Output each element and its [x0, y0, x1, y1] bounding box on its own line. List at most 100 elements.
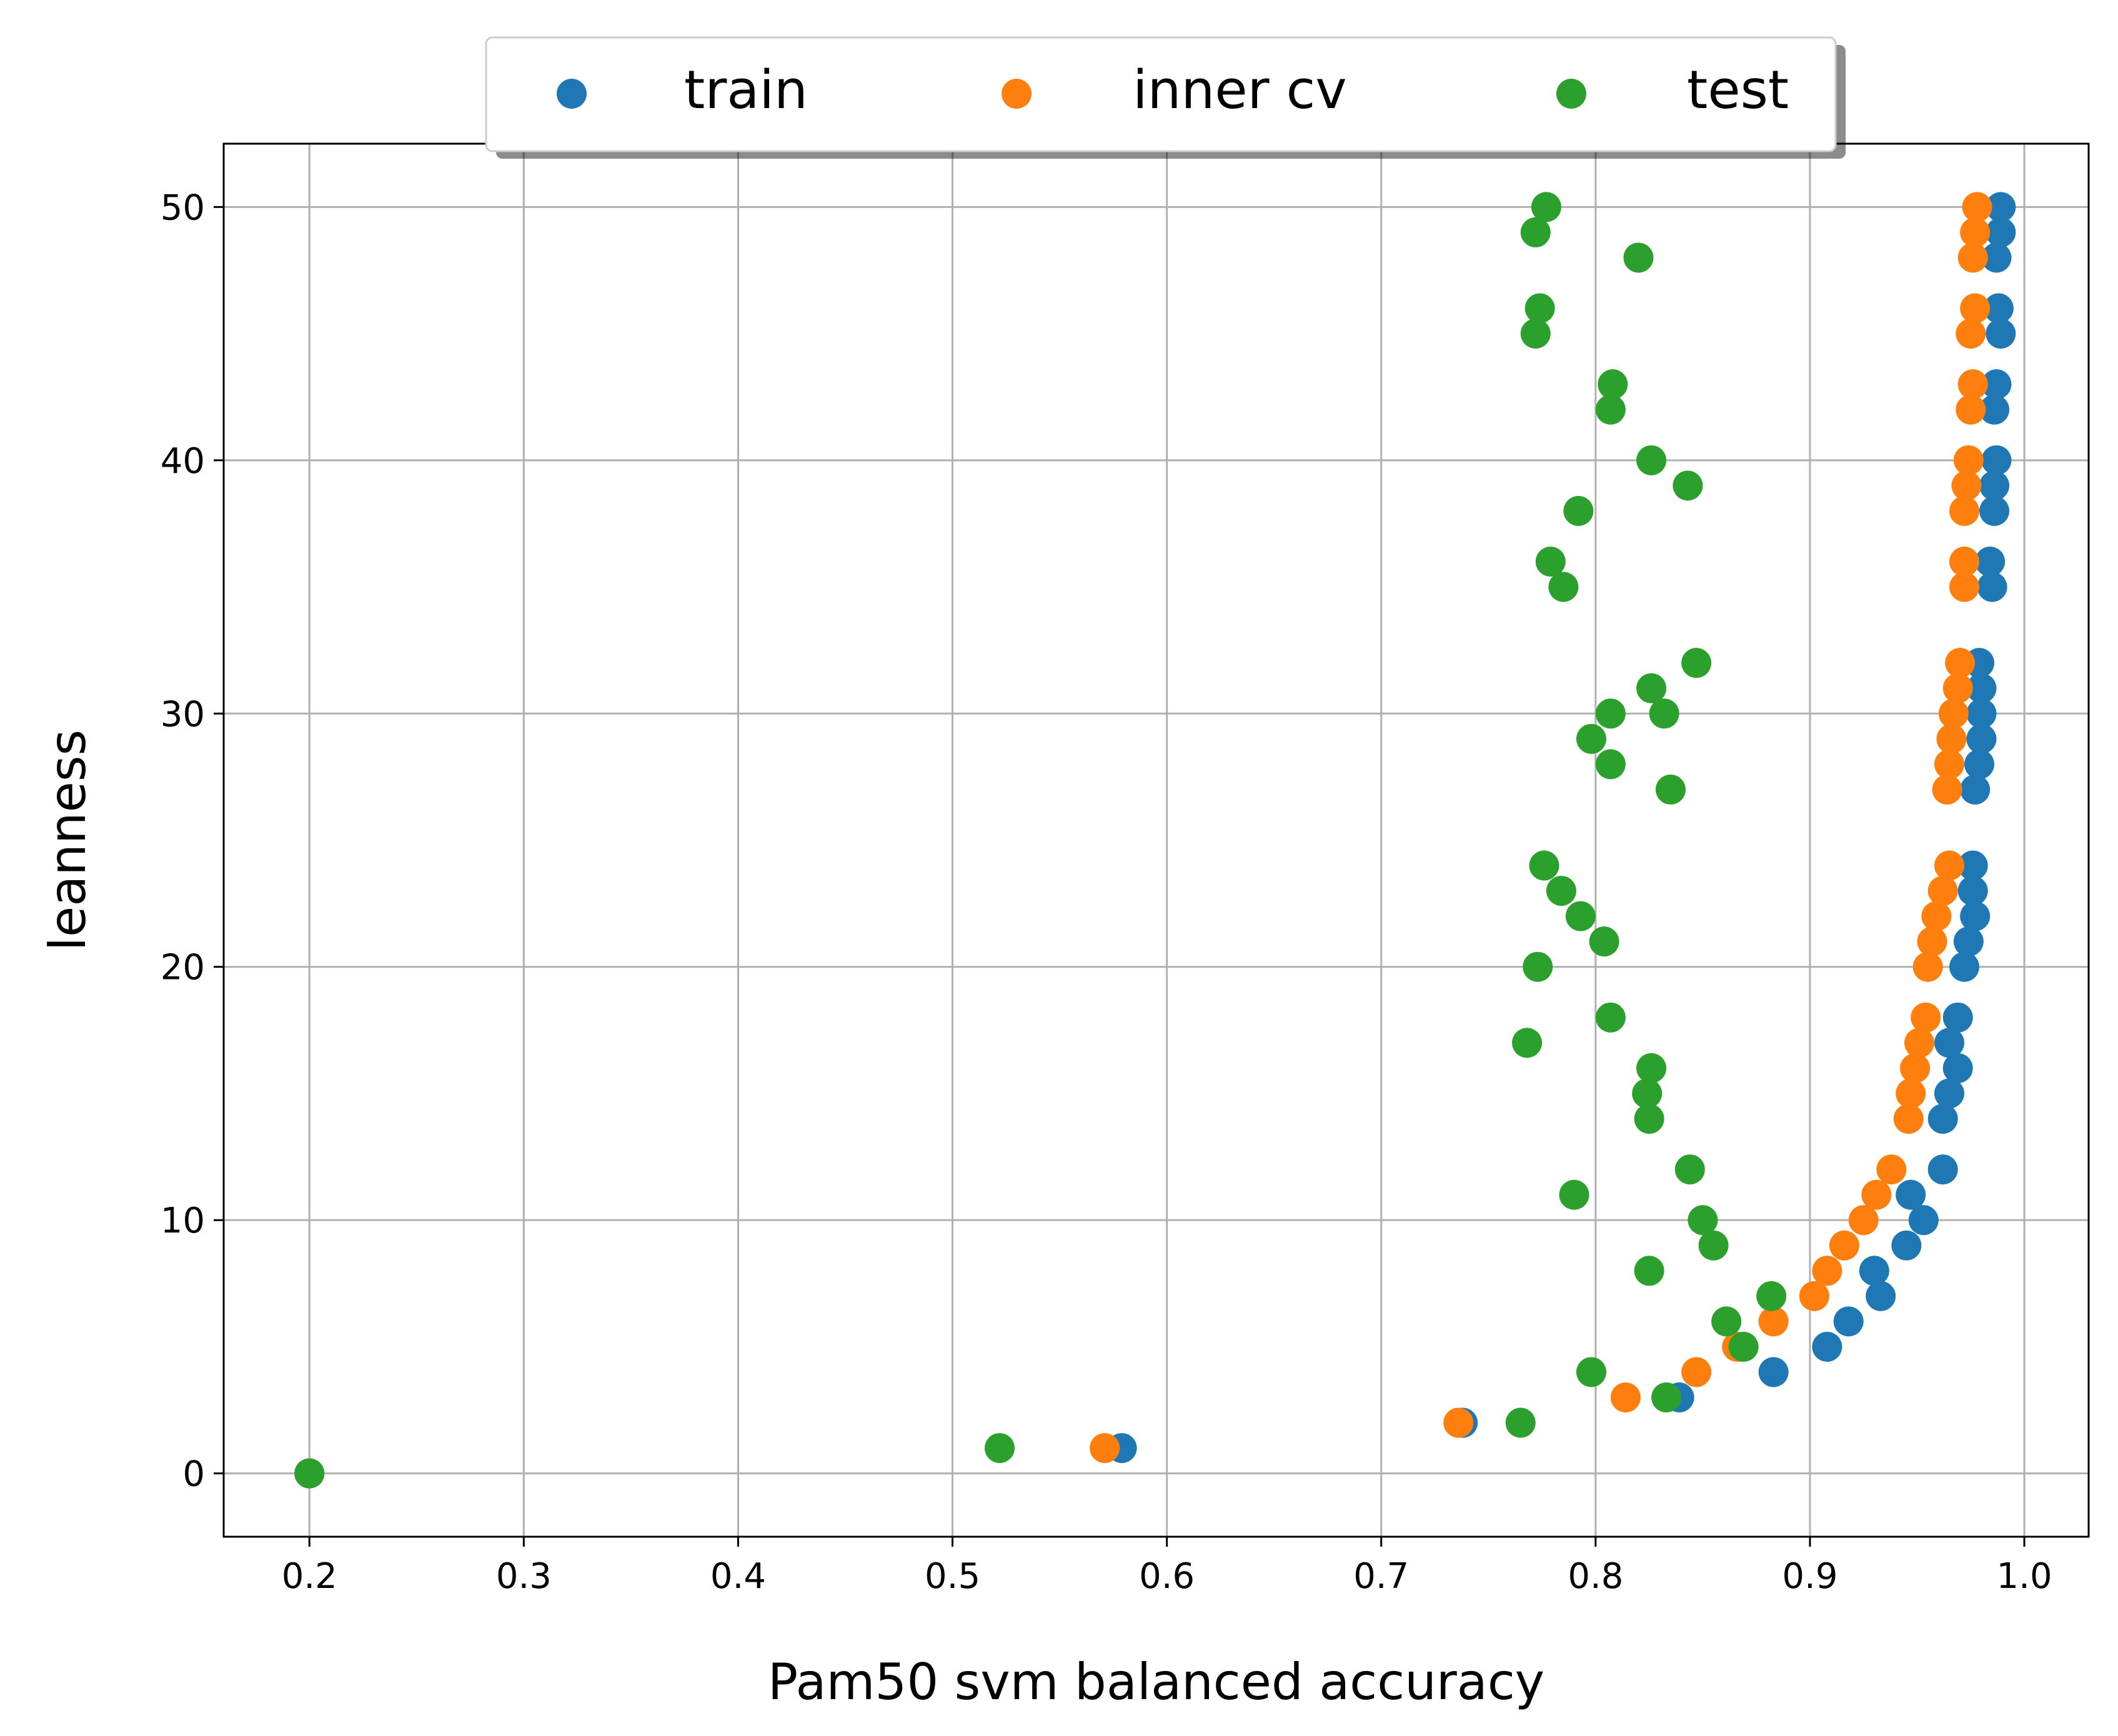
data-point [1589, 926, 1619, 957]
data-point [1934, 1028, 1964, 1058]
data-point [1623, 242, 1654, 273]
data-point [1090, 1433, 1120, 1464]
data-point [1900, 1053, 1931, 1083]
data-point [1964, 749, 1995, 780]
data-point [1979, 394, 2010, 425]
data-point [1698, 1230, 1729, 1261]
data-point [1595, 749, 1626, 780]
data-point [1861, 1179, 1892, 1210]
data-point [1728, 1331, 1759, 1362]
data-point [1524, 293, 1555, 324]
data-point [1443, 1407, 1474, 1438]
data-point [1945, 648, 1976, 678]
data-point [1908, 1205, 1939, 1236]
legend-marker [557, 79, 587, 109]
x-tick-label: 0.3 [496, 1556, 552, 1597]
data-point [1546, 876, 1576, 906]
y-axis-title: leanness [39, 730, 97, 951]
data-point [1559, 1179, 1589, 1210]
data-point [1563, 495, 1594, 526]
data-point [1655, 774, 1686, 805]
data-point [1859, 1256, 1889, 1286]
data-point [1595, 698, 1626, 729]
y-tick-label: 30 [161, 694, 205, 735]
data-point [1893, 1104, 1924, 1134]
data-point [1595, 1002, 1626, 1033]
data-point [1912, 951, 1943, 982]
data-point [1986, 319, 2016, 349]
data-point [1634, 1256, 1664, 1286]
data-point [1986, 192, 2016, 222]
data-point [1505, 1407, 1536, 1438]
data-point [1942, 1053, 1973, 1083]
data-point [1673, 470, 1703, 501]
data-point [1957, 369, 1988, 400]
data-point [1927, 876, 1958, 906]
data-point [1681, 1357, 1712, 1387]
data-point [1949, 495, 1979, 526]
data-point [985, 1433, 1015, 1464]
data-point [1548, 572, 1579, 602]
data-point [1927, 1154, 1958, 1185]
series-inner-cv [294, 192, 1992, 1489]
x-tick-label: 0.8 [1568, 1556, 1623, 1597]
y-tick-label: 10 [161, 1201, 205, 1241]
legend-label: test [1687, 59, 1789, 121]
x-tick-label: 0.6 [1139, 1556, 1195, 1597]
data-point [1896, 1078, 1926, 1109]
data-point [1758, 1357, 1789, 1387]
data-point [1962, 192, 1992, 222]
data-point [1576, 723, 1606, 754]
data-point [1711, 1306, 1742, 1337]
data-point [1949, 572, 1979, 602]
data-point [1529, 850, 1559, 881]
legend-box [485, 36, 1837, 152]
data-point [1942, 1002, 1973, 1033]
y-tick-label: 0 [182, 1454, 205, 1495]
y-tick-label: 50 [161, 187, 205, 228]
legend: train inner cv test [485, 36, 1846, 159]
data-point [1957, 850, 1988, 881]
data-point [1932, 774, 1962, 805]
data-point [1949, 951, 1979, 982]
data-point [1956, 394, 1986, 425]
data-point [1512, 1028, 1543, 1058]
data-point [1927, 1104, 1958, 1134]
data-point [1848, 1205, 1879, 1236]
data-point [1979, 495, 2010, 526]
data-point [1636, 673, 1667, 703]
data-point [1688, 1205, 1718, 1236]
data-point [1921, 901, 1952, 931]
data-point [1977, 572, 2007, 602]
data-point [1523, 951, 1553, 982]
x-tick-label: 0.2 [282, 1556, 337, 1597]
y-tick-label: 40 [161, 441, 205, 482]
data-point [1934, 749, 1964, 780]
data-point [1565, 901, 1596, 931]
x-tick-label: 0.5 [925, 1556, 980, 1597]
data-point [1953, 926, 1984, 957]
data-point [1866, 1281, 1896, 1311]
data-point [1986, 217, 2016, 247]
data-point [1674, 1154, 1705, 1185]
data-point [1636, 445, 1667, 475]
data-point [1953, 445, 1984, 475]
data-point [1981, 445, 2012, 475]
data-point [1610, 1382, 1641, 1412]
x-tick-label: 0.9 [1782, 1556, 1837, 1597]
data-point [1966, 673, 1997, 703]
data-point [1981, 369, 2012, 400]
data-point [1636, 1053, 1667, 1083]
data-point [1756, 1281, 1787, 1311]
data-point [1960, 293, 1991, 324]
data-point [1942, 673, 1973, 703]
data-point [1896, 1179, 1926, 1210]
data-point [1934, 850, 1964, 881]
data-point [1812, 1256, 1842, 1286]
data-point [1966, 723, 1997, 754]
x-tick-label: 1.0 [1997, 1556, 2052, 1597]
data-point [1934, 1078, 1964, 1109]
data-point [1951, 470, 1982, 501]
